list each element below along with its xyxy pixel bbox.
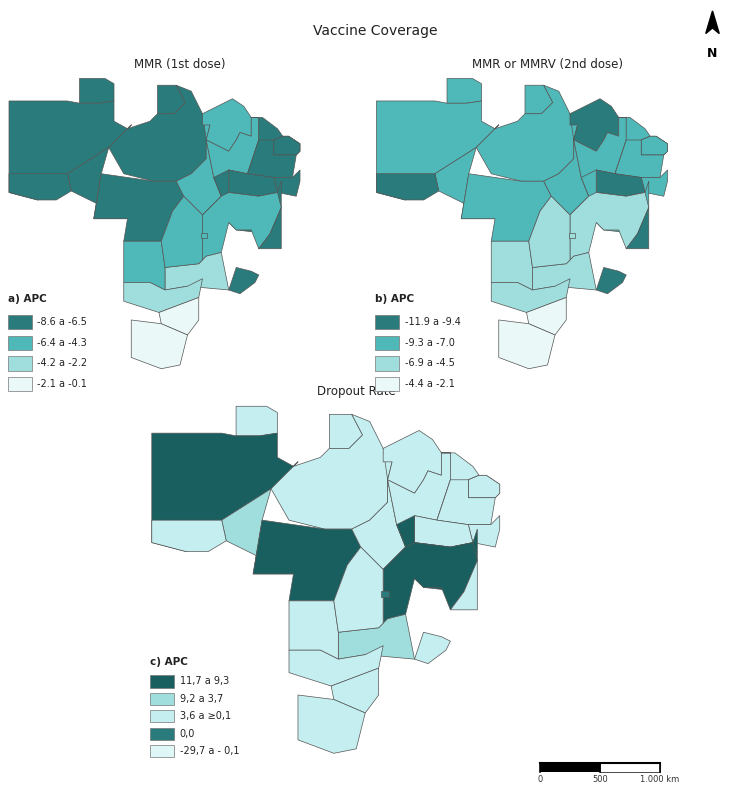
Text: -6.9 a -4.5: -6.9 a -4.5	[405, 358, 454, 368]
Text: -4.2 a -2.2: -4.2 a -2.2	[38, 358, 87, 368]
Text: N: N	[707, 47, 718, 60]
Bar	[150, 710, 174, 722]
Bar	[8, 356, 32, 371]
Bar	[600, 764, 660, 772]
Bar	[375, 377, 399, 391]
Text: -11.9 a -9.4: -11.9 a -9.4	[405, 317, 460, 327]
Text: 9,2 a 3,7: 9,2 a 3,7	[180, 694, 223, 704]
Text: Vaccine Coverage: Vaccine Coverage	[313, 24, 437, 38]
Text: 1.000 km: 1.000 km	[640, 775, 680, 784]
Bar	[540, 764, 600, 772]
Text: 0: 0	[537, 775, 542, 784]
Bar	[150, 693, 174, 705]
Text: 11,7 a 9,3: 11,7 a 9,3	[180, 676, 229, 686]
Text: a) APC: a) APC	[8, 294, 46, 304]
Text: c) APC: c) APC	[150, 657, 188, 667]
Bar	[8, 315, 32, 329]
Bar	[150, 745, 174, 757]
Text: b) APC: b) APC	[375, 294, 414, 304]
Text: -4.4 a -2.1: -4.4 a -2.1	[405, 379, 454, 389]
Text: -8.6 a -6.5: -8.6 a -6.5	[38, 317, 87, 327]
Polygon shape	[706, 11, 719, 34]
Title: Dropout Rate: Dropout Rate	[316, 385, 396, 398]
Title: MMR or MMRV (2nd dose): MMR or MMRV (2nd dose)	[472, 58, 623, 71]
Title: MMR (1st dose): MMR (1st dose)	[134, 58, 226, 71]
Bar	[150, 676, 174, 688]
Text: -6.4 a -4.3: -6.4 a -4.3	[38, 337, 87, 348]
Bar	[375, 356, 399, 371]
Text: -2.1 a -0.1: -2.1 a -0.1	[38, 379, 87, 389]
Text: 3,6 a ≥0,1: 3,6 a ≥0,1	[180, 711, 231, 722]
Bar	[8, 377, 32, 391]
Bar	[375, 315, 399, 329]
Text: -9.3 a -7.0: -9.3 a -7.0	[405, 337, 454, 348]
Bar	[8, 336, 32, 350]
Text: -29,7 a - 0,1: -29,7 a - 0,1	[180, 746, 239, 756]
Bar	[375, 336, 399, 350]
Text: 500: 500	[592, 775, 608, 784]
Bar	[150, 727, 174, 739]
Text: 0,0: 0,0	[180, 729, 195, 739]
